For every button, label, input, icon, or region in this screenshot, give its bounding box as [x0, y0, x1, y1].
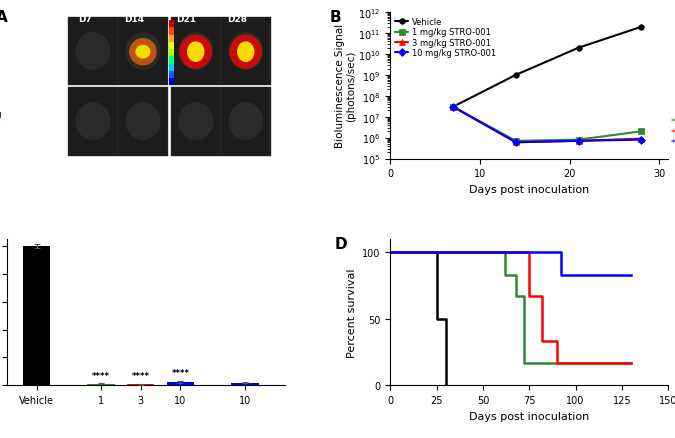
Ellipse shape [228, 33, 263, 71]
Ellipse shape [228, 103, 263, 141]
Text: ****: **** [671, 118, 675, 127]
Bar [68, 18, 118, 86]
Text: D7: D7 [78, 14, 92, 24]
Bar [221, 88, 271, 156]
Text: ****: **** [171, 368, 190, 378]
Bar [169, 35, 173, 42]
Text: D28: D28 [227, 14, 248, 24]
Ellipse shape [230, 35, 262, 70]
Bar [169, 28, 173, 35]
Text: 1 mg/kg
STRO-001: 1 mg/kg STRO-001 [0, 110, 1, 129]
Bar [127, 384, 155, 385]
Ellipse shape [178, 103, 213, 141]
X-axis label: Days post inoculation: Days post inoculation [469, 411, 589, 420]
Bar [169, 50, 173, 57]
Ellipse shape [126, 33, 161, 71]
Bar [68, 88, 118, 156]
Bar [169, 21, 173, 28]
Y-axis label: Percent survival: Percent survival [347, 268, 356, 357]
Bar [169, 79, 173, 86]
Text: ****: **** [671, 138, 675, 148]
Bar [171, 18, 221, 86]
Text: A: A [0, 10, 7, 25]
Bar [23, 247, 50, 385]
Bar [118, 88, 168, 156]
Bar [118, 18, 168, 86]
Text: ****: **** [92, 371, 110, 380]
Text: ****: **** [671, 128, 675, 138]
Ellipse shape [187, 42, 205, 63]
Bar [221, 18, 271, 86]
Text: B: B [329, 10, 341, 25]
Bar [171, 88, 221, 156]
Text: ****: **** [132, 371, 150, 381]
Ellipse shape [180, 35, 212, 70]
Ellipse shape [76, 103, 111, 141]
Bar [169, 64, 173, 72]
Bar [169, 57, 173, 64]
Bar [167, 382, 194, 385]
Ellipse shape [76, 33, 111, 71]
Ellipse shape [237, 42, 254, 63]
Y-axis label: Bioluminescence Signal
(photons/sec): Bioluminescence Signal (photons/sec) [335, 24, 356, 148]
Ellipse shape [126, 103, 161, 141]
X-axis label: Days post inoculation: Days post inoculation [469, 184, 589, 194]
Ellipse shape [136, 46, 151, 60]
Bar [87, 384, 115, 385]
Ellipse shape [178, 33, 213, 71]
Bar [232, 383, 259, 385]
Text: D: D [335, 237, 348, 251]
Text: D14: D14 [125, 14, 144, 24]
Ellipse shape [129, 39, 157, 66]
Legend: Vehicle, 1 mg/kg STRO-001, 3 mg/kg STRO-001, 10 mg/kg STRO-001: Vehicle, 1 mg/kg STRO-001, 3 mg/kg STRO-… [394, 17, 497, 59]
Text: D21: D21 [176, 14, 196, 24]
Bar [169, 42, 173, 50]
Bar [169, 72, 173, 79]
Text: Vehicle: Vehicle [0, 45, 1, 54]
